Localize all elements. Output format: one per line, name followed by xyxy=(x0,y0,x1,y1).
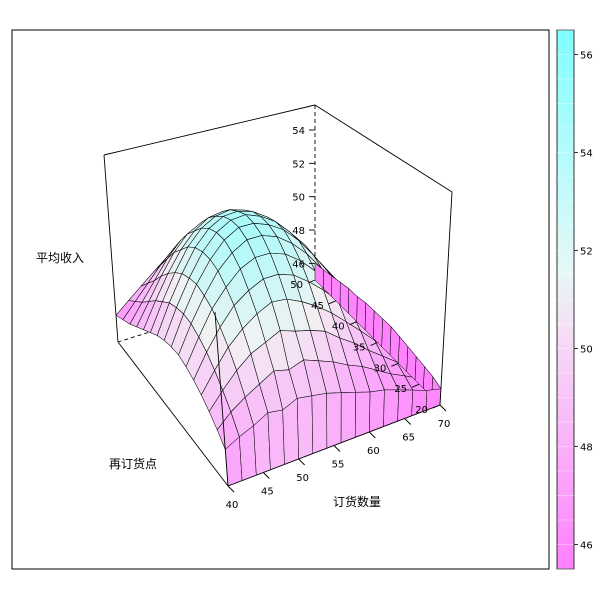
surface-side-facet xyxy=(282,397,299,465)
y-tick-mark xyxy=(370,342,378,346)
color-key-tick-label: 52 xyxy=(580,247,593,258)
surface-side-facet xyxy=(267,409,285,471)
surface-side-facet xyxy=(354,391,371,438)
y-axis: 20 25 30 35 40 45 50 xyxy=(290,279,441,416)
y-tick-label: 30 xyxy=(374,363,387,374)
box-edge xyxy=(439,191,453,406)
y-tick-label: 20 xyxy=(415,405,428,416)
y-tick-label: 25 xyxy=(394,384,407,395)
surface-side-facet xyxy=(383,389,399,427)
y-tick-label: 50 xyxy=(290,280,303,291)
y-tick-mark xyxy=(391,362,399,367)
x-tick-label: 60 xyxy=(367,446,380,457)
x-tick-mark xyxy=(369,431,376,439)
x-tick-mark xyxy=(333,445,341,452)
box-edge xyxy=(314,104,453,193)
x-tick-label: 70 xyxy=(438,419,451,430)
box-edge xyxy=(103,154,119,343)
box-edge xyxy=(214,311,229,487)
x-axis: 40 45 50 55 60 65 70 xyxy=(226,404,451,511)
x-tick-mark xyxy=(404,418,411,425)
z-axis-label: 平均收入 xyxy=(36,251,84,265)
color-key-tick-label: 54 xyxy=(580,149,593,160)
x-tick-mark xyxy=(263,472,270,479)
color-key-tick-label: 56 xyxy=(580,51,593,62)
x-tick-label: 45 xyxy=(261,487,274,498)
z-tick-label: 52 xyxy=(292,159,305,170)
x-tick-label: 40 xyxy=(226,500,239,511)
x-tick-label: 65 xyxy=(402,433,415,444)
color-key-tick-label: 50 xyxy=(580,345,593,356)
y-tick-mark xyxy=(328,300,337,305)
y-tick-mark xyxy=(432,404,441,409)
surface-side-facet xyxy=(296,395,314,460)
x-axis-label: 订货数量 xyxy=(333,494,381,509)
z-tick-label: 50 xyxy=(292,193,305,204)
y-tick-mark xyxy=(349,321,357,326)
surface-mesh xyxy=(115,209,442,487)
x-tick-mark xyxy=(298,458,305,466)
box-edge xyxy=(117,341,229,487)
color-key-ticks: 46 48 50 52 54 56 xyxy=(557,29,593,570)
x-tick-mark xyxy=(439,404,447,412)
z-tick-label: 54 xyxy=(292,126,305,137)
surface-side-facet xyxy=(311,393,328,454)
y-tick-label: 40 xyxy=(332,322,345,333)
surface-side-facet xyxy=(326,392,342,449)
box-edge xyxy=(103,104,316,156)
x-tick-mark xyxy=(227,485,235,493)
y-axis-label: 再订货点 xyxy=(109,456,157,471)
plot-panel-frame xyxy=(11,29,550,570)
z-tick-label: 46 xyxy=(292,259,305,270)
y-tick-mark xyxy=(411,383,420,388)
x-tick-label: 55 xyxy=(332,460,345,471)
color-key-tick-label: 48 xyxy=(580,443,593,454)
z-axis: 46 48 50 52 54 xyxy=(292,126,315,270)
y-tick-mark xyxy=(307,279,316,284)
color-key-tick-label: 46 xyxy=(580,541,593,552)
x-tick-label: 50 xyxy=(296,473,309,484)
surface-side-facet xyxy=(369,389,385,433)
surface-side-facet xyxy=(340,392,356,444)
z-tick-label: 48 xyxy=(292,226,305,237)
y-tick-label: 35 xyxy=(353,343,366,354)
y-tick-label: 45 xyxy=(311,301,324,312)
